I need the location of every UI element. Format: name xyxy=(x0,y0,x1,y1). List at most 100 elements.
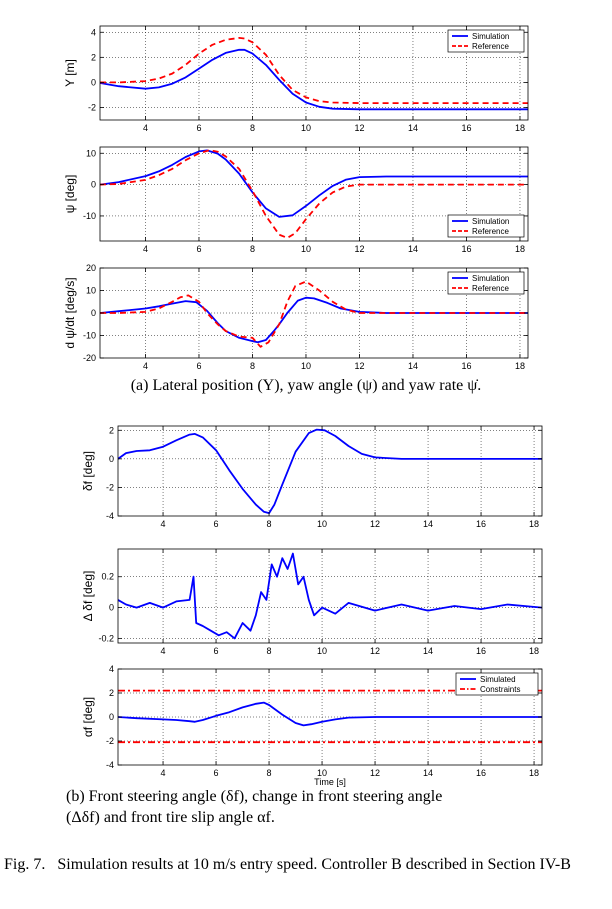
series-line-simulation xyxy=(100,296,528,344)
y-tick-label: 10 xyxy=(86,148,96,158)
y-tick-label: 0 xyxy=(91,308,96,318)
x-tick-label: 4 xyxy=(143,361,148,371)
x-tick-label: 18 xyxy=(515,361,525,371)
y-tick-label: -4 xyxy=(106,511,114,521)
series-line-simulation xyxy=(100,48,528,111)
chart-2: 4 6 8 10 12 14 16 18 -10 0 10 ψ [deg] SimulationRefe… xyxy=(63,146,529,254)
x-tick-label: 14 xyxy=(423,768,433,778)
y-axis-label: Y [m] xyxy=(63,59,77,87)
y-tick-label: -2 xyxy=(88,102,96,112)
legend-label: Simulation xyxy=(472,217,509,226)
y-tick-label: 2 xyxy=(109,688,114,698)
caption-a: (a) Lateral position (Y), yaw angle (ψ) … xyxy=(130,377,482,394)
y-tick-label: 0 xyxy=(91,77,96,87)
series-line-reference xyxy=(100,37,528,104)
x-tick-label: 6 xyxy=(196,244,201,254)
x-tick-label: 8 xyxy=(250,361,255,371)
legend-label: Reference xyxy=(472,284,509,293)
series-line-simulation xyxy=(100,149,528,218)
y-tick-label: -2 xyxy=(106,736,114,746)
x-tick-label: 8 xyxy=(267,646,272,656)
plot-frame xyxy=(99,25,529,121)
x-tick-label: 12 xyxy=(354,123,364,133)
chart-5: 4 6 8 10 12 14 16 18 -0.2 0 0.2 Δ δf [deg] xyxy=(81,548,543,656)
chart-4: 4 6 8 10 12 14 16 18 -4 -2 0 2 δf [deg] xyxy=(81,425,543,529)
y-axis-label: ψ [deg] xyxy=(63,175,77,214)
figure-caption: Fig. 7. Simulation results at 10 m/s entr… xyxy=(4,856,608,874)
chart-3: 4 6 8 10 12 14 16 18 -20 -10 0 10 20 d ψ/dt [deg/s] Si… xyxy=(63,263,529,371)
chart-1: 4 6 8 10 12 14 16 18 -2 0 2 4 Y [m] SimulationReferen… xyxy=(63,25,529,133)
x-tick-label: 6 xyxy=(214,519,219,529)
x-tick-label: 6 xyxy=(214,646,219,656)
figure-label: Fig. 7. xyxy=(4,856,46,873)
x-tick-label: 4 xyxy=(161,646,166,656)
x-tick-label: 16 xyxy=(476,519,486,529)
y-tick-label: -10 xyxy=(83,211,96,221)
x-tick-label: 10 xyxy=(301,244,311,254)
x-tick-label: 18 xyxy=(529,646,539,656)
y-tick-label: 0 xyxy=(109,603,114,613)
y-tick-label: -2 xyxy=(106,482,114,492)
series-line-line-1 xyxy=(118,428,542,514)
y-tick-label: 4 xyxy=(91,27,96,37)
y-tick-label: 2 xyxy=(109,425,114,435)
x-tick-label: 6 xyxy=(196,123,201,133)
x-tick-label: 6 xyxy=(196,361,201,371)
legend-label: Simulated xyxy=(480,675,516,684)
legend-label: Reference xyxy=(472,227,509,236)
x-tick-label: 8 xyxy=(250,244,255,254)
y-tick-label: 4 xyxy=(109,664,114,674)
x-tick-label: 10 xyxy=(317,646,327,656)
x-tick-label: 18 xyxy=(529,768,539,778)
y-tick-label: 0 xyxy=(91,180,96,190)
x-tick-label: 8 xyxy=(267,519,272,529)
legend-label: Simulation xyxy=(472,32,509,41)
y-axis-label: Δ δf [deg] xyxy=(81,571,95,622)
x-tick-label: 6 xyxy=(214,768,219,778)
x-tick-label: 16 xyxy=(461,123,471,133)
x-tick-label: 4 xyxy=(143,244,148,254)
x-tick-label: 8 xyxy=(267,768,272,778)
y-tick-label: -4 xyxy=(106,760,114,770)
legend-label: Constraints xyxy=(480,685,520,694)
series-line-reference xyxy=(100,280,528,348)
caption-b: (b) Front steering angle (δf), change in… xyxy=(66,786,566,828)
plot-frame xyxy=(117,548,543,644)
x-tick-label: 18 xyxy=(515,123,525,133)
figure-caption-text: Simulation results at 10 m/s entry speed… xyxy=(57,856,571,873)
x-tick-label: 8 xyxy=(250,123,255,133)
x-tick-label: 14 xyxy=(408,361,418,371)
y-tick-label: -10 xyxy=(83,331,96,341)
x-tick-label: 16 xyxy=(461,244,471,254)
chart-6: 4 6 8 10 12 14 16 18 -4 -2 0 2 4 αf [deg] Time [s] Simu… xyxy=(81,664,543,787)
x-tick-label: 12 xyxy=(354,244,364,254)
x-tick-label: 4 xyxy=(161,768,166,778)
y-tick-label: 0 xyxy=(109,454,114,464)
y-tick-label: 0.2 xyxy=(101,572,114,582)
y-tick-label: -20 xyxy=(83,353,96,363)
x-axis-label: Time [s] xyxy=(314,777,346,787)
caption-b-line2: (Δδf) and front tire slip angle αf. xyxy=(66,809,275,826)
x-tick-label: 4 xyxy=(161,519,166,529)
x-tick-label: 18 xyxy=(515,244,525,254)
y-tick-label: 2 xyxy=(91,52,96,62)
x-tick-label: 18 xyxy=(529,519,539,529)
y-tick-label: 0 xyxy=(109,712,114,722)
y-tick-label: 20 xyxy=(86,263,96,273)
series-line-line-1 xyxy=(118,552,542,640)
plot-frame xyxy=(99,146,529,242)
x-tick-label: 14 xyxy=(423,646,433,656)
x-tick-label: 10 xyxy=(301,361,311,371)
x-tick-label: 14 xyxy=(408,244,418,254)
x-tick-label: 10 xyxy=(317,768,327,778)
y-tick-label: 10 xyxy=(86,286,96,296)
x-tick-label: 14 xyxy=(423,519,433,529)
x-tick-label: 16 xyxy=(476,768,486,778)
x-tick-label: 14 xyxy=(408,123,418,133)
plot-frame xyxy=(117,425,543,517)
